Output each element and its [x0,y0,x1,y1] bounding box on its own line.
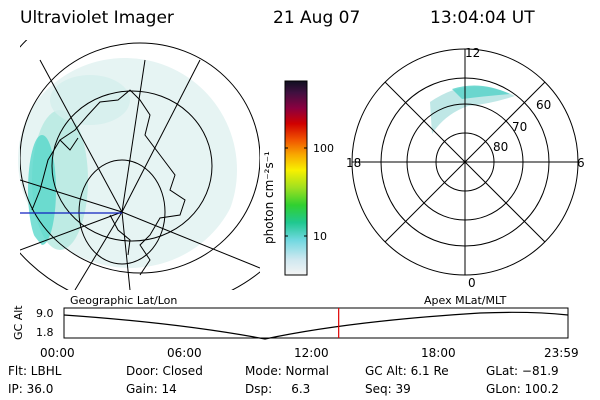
status-glat: GLat: −81.9 [486,364,559,378]
colorbar-tick-10: 10 [313,230,327,243]
instrument-title: Ultraviolet Imager [20,8,174,28]
polar-mlt-plot [351,48,579,276]
lat-label-80: 80 [493,140,509,154]
timeline-xtick-4: 23:59 [544,346,579,360]
status-gc-alt: GC Alt: 6.1 Re [365,364,449,378]
timeline-xtick-2: 12:00 [294,346,329,360]
status-door: Door: Closed [126,364,203,378]
mlt-label-12: 12 [465,46,481,60]
timeline-xtick-1: 06:00 [167,346,202,360]
timeline-ytick-bottom: 1.8 [36,326,54,339]
timeline-ytick-top: 9.0 [36,307,54,320]
status-gain: Gain: 14 [126,382,177,396]
gc-altitude-curve [63,311,569,340]
status-mode: Mode: Normal [245,364,329,378]
geographic-map [18,40,260,290]
status-filter: Flt: LBHL [8,364,62,378]
lat-label-70: 70 [512,120,528,134]
colorbar-tick-100: 100 [313,142,334,155]
status-dsp: Dsp: 6.3 [245,382,311,396]
timeline-right-title: Apex MLat/MLT [424,294,507,307]
status-seq: Seq: 39 [365,382,411,396]
timeline-axis-label: GC Alt [12,305,25,340]
mlt-label-18: 18 [346,156,362,170]
colorbar [284,80,308,276]
mlt-label-0: 0 [468,276,476,290]
timeline-xtick-3: 18:00 [421,346,456,360]
status-glon: GLon: 100.2 [486,382,559,396]
colorbar-unit-label: photon cm⁻²s⁻¹ [262,151,276,244]
timeline-xtick-0: 00:00 [40,346,75,360]
timeline-left-title: Geographic Lat/Lon [70,294,178,307]
timeline-plot [63,307,569,340]
status-ip: IP: 36.0 [8,382,54,396]
lat-label-60: 60 [536,98,552,112]
time-label: 13:04:04 UT [430,8,535,28]
mlt-label-6: 6 [577,156,585,170]
date-label: 21 Aug 07 [273,8,361,28]
